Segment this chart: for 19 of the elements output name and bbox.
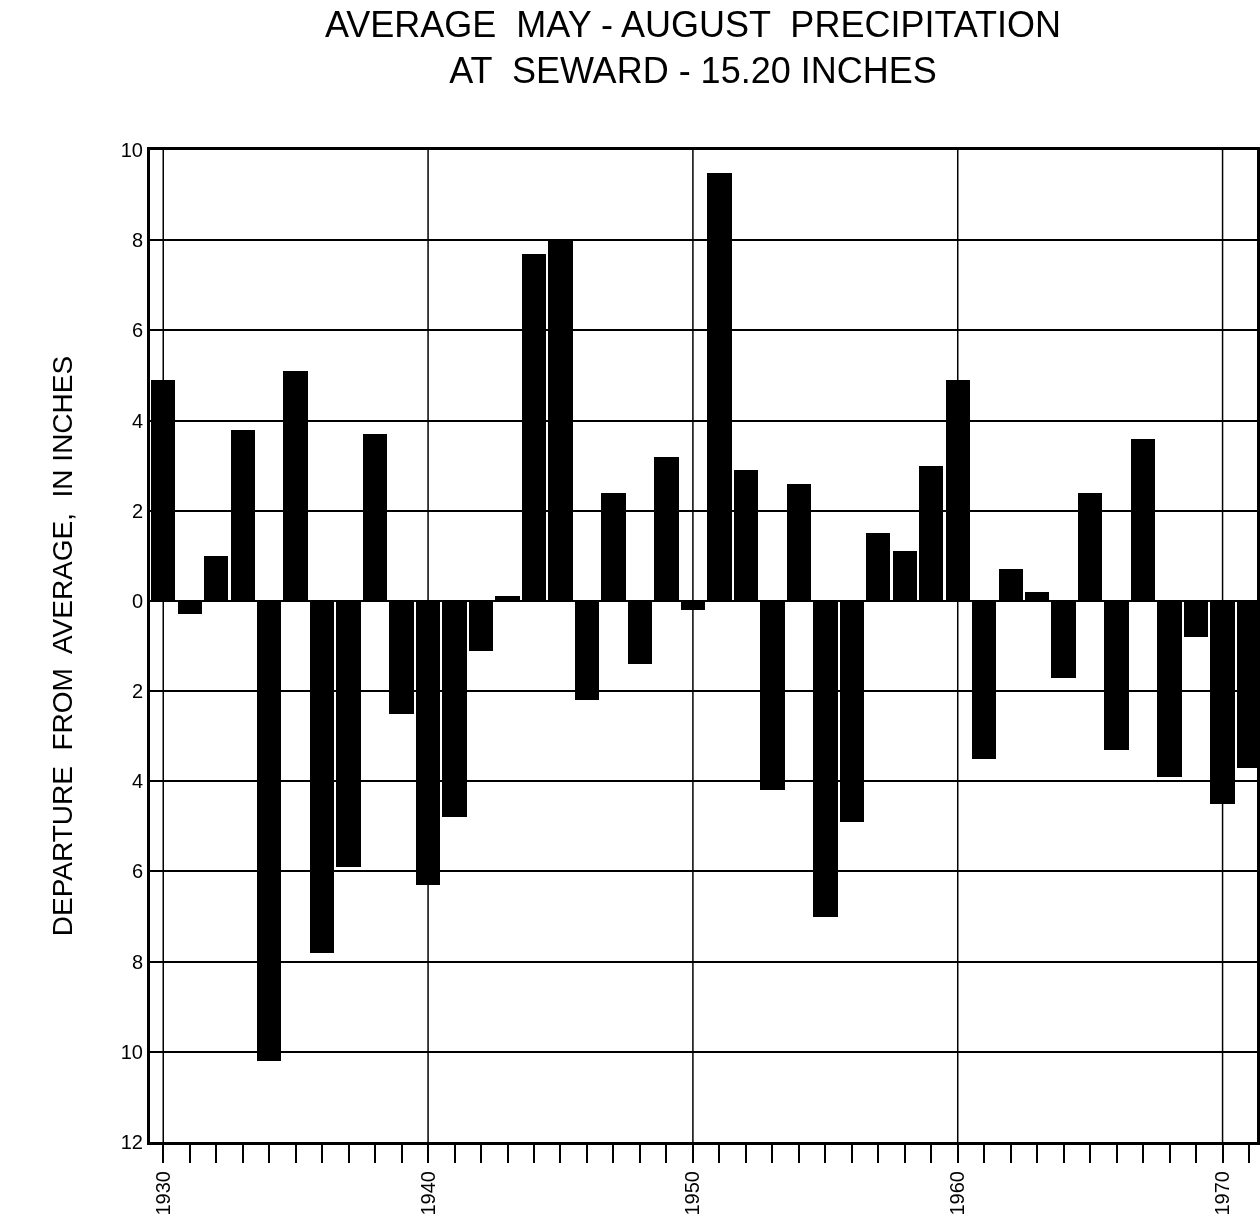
y-tick-label: 2 [131,680,143,703]
y-tick-label: 10 [120,1040,143,1063]
x-tick-label: 1960 [946,1171,969,1216]
x-tick-label: 1940 [416,1171,439,1216]
y-tick-label: 6 [131,319,143,342]
y-tick-label: 10 [120,139,143,161]
x-tick-label: 1950 [681,1171,704,1216]
chart-title: AVERAGE MAY - AUGUST PRECIPITATION AT SEWARD - 15.20 INCHES [324,3,1062,92]
y-tick-label: 4 [131,770,143,793]
y-tick-label: 8 [131,229,143,252]
x-tick-label: 1930 [151,1171,174,1216]
y-tick-label: 8 [131,950,143,973]
y-axis-title: DEPARTURE FROM AVERAGE, IN INCHES [47,355,79,937]
y-tick-label: 12 [120,1131,143,1153]
y-tick-label: 0 [131,589,143,612]
y-tick-label: 2 [131,499,143,522]
y-tick-label: 6 [131,860,143,883]
y-tick-label: 4 [131,409,143,432]
x-tick-label: 1970 [1211,1171,1234,1216]
